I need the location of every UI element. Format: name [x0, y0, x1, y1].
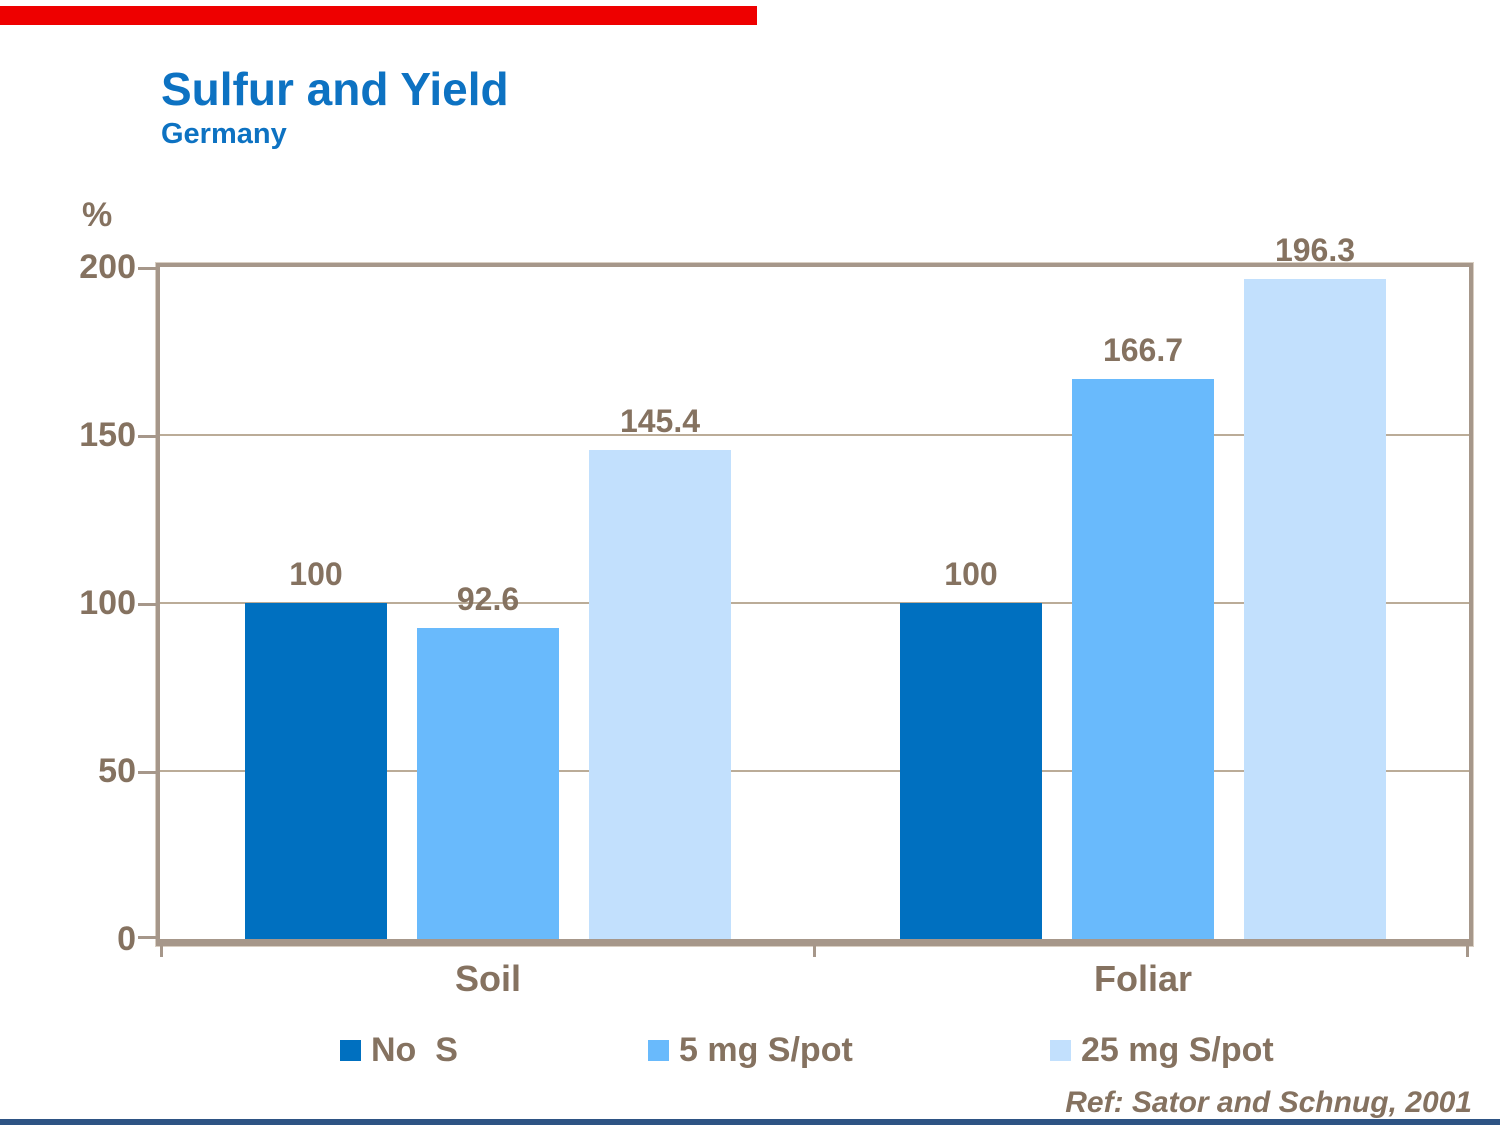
category-label: Soil: [454, 958, 521, 999]
legend-swatch: [340, 1039, 361, 1061]
legend-label: No S: [371, 1030, 458, 1069]
y-axis-tick-label: 100: [79, 584, 136, 622]
legend-item: No S: [340, 1028, 458, 1072]
legend-item: 25 mg S/pot: [1050, 1028, 1274, 1072]
gridline: [160, 434, 1469, 436]
top-red-accent-bar: [0, 6, 757, 25]
bar-value-label: 100: [289, 556, 343, 592]
y-axis-unit-label: %: [82, 196, 113, 234]
reference-credit: Ref: Sator and Schnug, 2001: [1065, 1086, 1472, 1119]
bar: [417, 627, 559, 939]
bar-value-label: 100: [944, 556, 998, 592]
legend-swatch: [648, 1039, 669, 1061]
bar: [589, 450, 731, 939]
y-axis-tick: [138, 603, 156, 606]
bar-value-label: 92.6: [456, 580, 520, 617]
legend-swatch: [1050, 1039, 1071, 1061]
y-axis-tick-label: 200: [79, 248, 136, 286]
chart-legend: No S 5 mg S/pot 25 mg S/pot: [0, 1028, 1500, 1072]
page-subtitle: Germany: [161, 118, 287, 150]
legend-label: 5 mg S/pot: [679, 1030, 853, 1069]
bar-value-label: 145.4: [619, 403, 701, 440]
x-axis-tick: [160, 946, 163, 957]
x-axis-tick: [813, 946, 816, 957]
y-axis-tick-label: 0: [117, 920, 136, 958]
bar: [245, 603, 387, 939]
y-axis-tick-label: 150: [79, 416, 136, 454]
y-axis-tick: [138, 435, 156, 438]
bar-value-label: 196.3: [1274, 232, 1356, 269]
y-axis-tick-label: 50: [98, 752, 136, 790]
category-label: Foliar: [1093, 958, 1192, 999]
y-axis-tick: [138, 267, 156, 270]
bar-value-label: 166.7: [1102, 331, 1184, 368]
y-axis-tick-labels: 200 150 100 50 0: [20, 0, 136, 1126]
x-axis-tick: [1466, 946, 1469, 957]
plot-area: 100 92.6 145.4 100 166.7 196.3: [138, 232, 1473, 957]
bar: [900, 603, 1042, 939]
gridline: [160, 602, 1469, 604]
legend-item: 5 mg S/pot: [648, 1028, 853, 1072]
y-axis-tick: [138, 771, 156, 774]
bottom-navy-accent-bar: [0, 1119, 1500, 1125]
y-axis-tick: [138, 936, 156, 939]
page-title: Sulfur and Yield: [161, 63, 509, 115]
bar: [1244, 279, 1386, 939]
legend-label: 25 mg S/pot: [1081, 1030, 1274, 1069]
bar: [1072, 378, 1214, 939]
gridline: [160, 770, 1469, 772]
